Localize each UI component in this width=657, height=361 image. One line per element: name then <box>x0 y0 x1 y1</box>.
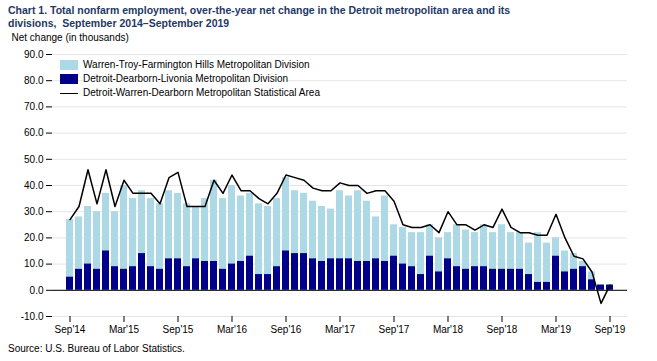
html-text:divisions, September 2014–Sept: divisions, September 2014–September 2019 <box>8 17 230 29</box>
svg-text:Mar'18: Mar'18 <box>433 324 464 335</box>
svg-text:Mar'16: Mar'16 <box>217 324 248 335</box>
svg-text:Sep'16: Sep'16 <box>271 324 302 335</box>
svg-text:20.0: 20.0 <box>24 232 44 243</box>
html-text:Chart 1. Total nonfarm employm: Chart 1. Total nonfarm employment, over-… <box>8 4 511 16</box>
svg-text:10.0: 10.0 <box>24 258 44 269</box>
html-text:Detroit-Dearborn-Livonia Metro: Detroit-Dearborn-Livonia Metropolitan Di… <box>83 73 289 84</box>
svg-text:0.0: 0.0 <box>30 285 44 296</box>
html-text:Warren-Troy-Farmington Hills M: Warren-Troy-Farmington Hills Metropolita… <box>83 59 310 70</box>
svg-text:80.0: 80.0 <box>24 75 44 86</box>
svg-text:Sep'19: Sep'19 <box>595 324 626 335</box>
svg-text:70.0: 70.0 <box>24 101 44 112</box>
svg-text:50.0: 50.0 <box>24 154 44 165</box>
svg-text:Sep'17: Sep'17 <box>379 324 410 335</box>
html-text:Detroit-Warren-Dearborn Metrop: Detroit-Warren-Dearborn Metropolitan Sta… <box>83 87 320 98</box>
svg-text:40.0: 40.0 <box>24 180 44 191</box>
svg-text:Mar'17: Mar'17 <box>325 324 356 335</box>
svg-text:-10.0: -10.0 <box>21 311 44 322</box>
svg-text:Mar'15: Mar'15 <box>109 324 140 335</box>
html-text:Source: U.S. Bureau of Labor S: Source: U.S. Bureau of Labor Statistics. <box>8 343 185 354</box>
svg-text:60.0: 60.0 <box>24 127 44 138</box>
svg-text:Sep'18: Sep'18 <box>487 324 518 335</box>
svg-text:Sep'14: Sep'14 <box>55 324 86 335</box>
svg-text:Net change (in thousands): Net change (in thousands) <box>12 32 129 43</box>
svg-text:Sep'15: Sep'15 <box>163 324 194 335</box>
svg-text:30.0: 30.0 <box>24 206 44 217</box>
svg-text:Mar'19: Mar'19 <box>541 324 572 335</box>
svg-text:90.0: 90.0 <box>24 49 44 60</box>
